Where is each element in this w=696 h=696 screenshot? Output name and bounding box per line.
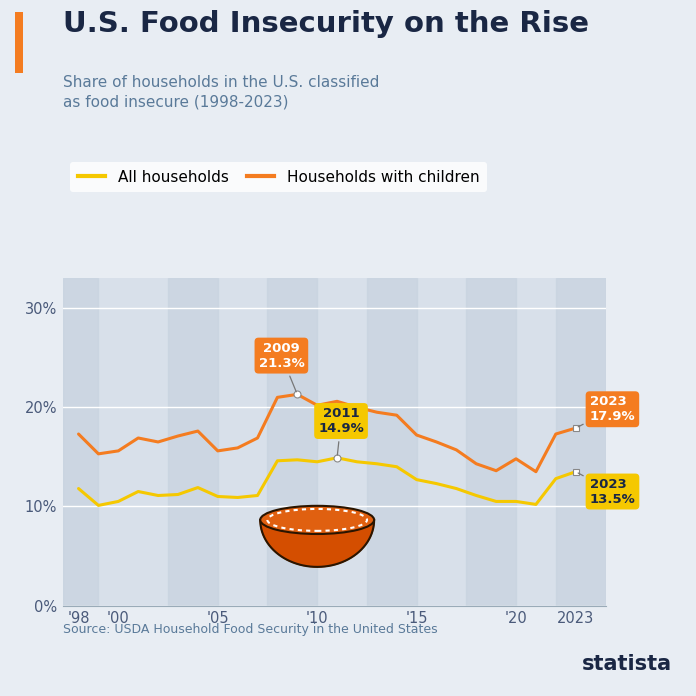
Ellipse shape xyxy=(260,506,374,534)
Bar xyxy=(63,278,98,606)
Text: Share of households in the U.S. classified
as food insecure (1998-2023): Share of households in the U.S. classifi… xyxy=(63,75,379,110)
Text: 2011
14.9%: 2011 14.9% xyxy=(318,407,364,455)
Legend: All households, Households with children: All households, Households with children xyxy=(70,162,487,193)
Text: statista: statista xyxy=(582,654,672,674)
Bar xyxy=(267,278,317,606)
Text: 2009
21.3%: 2009 21.3% xyxy=(258,342,304,392)
Text: 2023
17.9%: 2023 17.9% xyxy=(578,395,635,427)
Bar xyxy=(168,278,218,606)
Text: Source: USDA Household Food Security in the United States: Source: USDA Household Food Security in … xyxy=(63,623,437,636)
Polygon shape xyxy=(260,520,374,567)
Bar xyxy=(367,278,417,606)
Text: 2023
13.5%: 2023 13.5% xyxy=(578,473,635,505)
Text: U.S. Food Insecurity on the Rise: U.S. Food Insecurity on the Rise xyxy=(63,10,589,38)
Bar xyxy=(556,278,606,606)
Bar xyxy=(466,278,516,606)
